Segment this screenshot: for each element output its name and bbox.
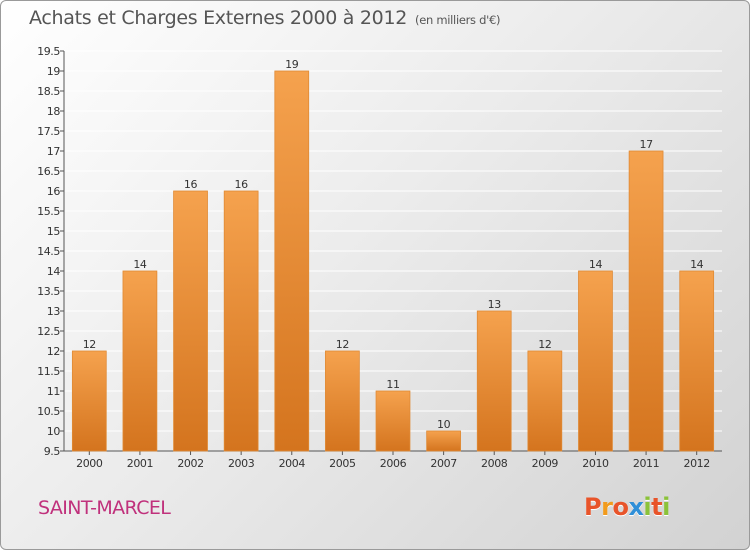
- bar-2011: [628, 150, 664, 452]
- bar-2007: [426, 430, 461, 452]
- x-tick-label: 2010: [582, 457, 609, 470]
- bar-2002: [173, 190, 208, 452]
- x-tick-label: 2002: [177, 457, 203, 470]
- y-tick-label: 17: [47, 145, 61, 158]
- x-tick-label: 2008: [481, 457, 508, 470]
- x-tick-label: 2006: [380, 457, 407, 470]
- x-tick-label: 2001: [127, 457, 153, 470]
- value-label: 14: [589, 258, 603, 271]
- chart-subtitle: (en milliers d'€): [415, 13, 501, 27]
- x-tick-label: 2007: [430, 457, 457, 470]
- value-label: 14: [133, 258, 147, 271]
- y-tick-label: 16: [47, 185, 61, 198]
- bar-2004: [274, 70, 310, 452]
- y-tick-label: 18.5: [37, 85, 60, 98]
- x-tick-label: 2005: [329, 457, 356, 470]
- y-tick-label: 18: [47, 105, 61, 118]
- logo-letter: i: [643, 493, 652, 521]
- y-tick-labels: 9.5 10 10.5 11 11.5 12 12.5 13 13.5 14 14.5 15 15.5 1…: [37, 45, 61, 458]
- y-tick-label: 14: [47, 265, 61, 278]
- x-tick-label: 2009: [532, 457, 559, 470]
- y-tick-label: 17.5: [37, 125, 60, 138]
- bar-2012: [679, 270, 715, 452]
- value-label: 10: [437, 418, 451, 431]
- y-tick-label: 19.5: [37, 45, 60, 58]
- value-label: 13: [488, 298, 502, 311]
- y-tick-label: 12: [47, 345, 60, 358]
- chart-title-text: Achats et Charges Externes 2000 à 2012: [29, 7, 408, 29]
- logo-letter: t: [651, 493, 663, 521]
- y-tick-label: 16.5: [37, 165, 60, 178]
- bar-2008: [476, 310, 512, 452]
- value-label: 14: [690, 258, 704, 271]
- x-tick-label: 2003: [228, 457, 255, 470]
- y-tick-label: 12.5: [37, 325, 60, 338]
- x-tick-label: 2004: [279, 457, 306, 470]
- value-label: 12: [336, 338, 349, 351]
- bar-2010: [578, 270, 613, 452]
- bar-2000: [71, 350, 107, 452]
- bar-2009: [527, 350, 563, 452]
- value-label: 12: [538, 338, 551, 351]
- value-label: 16: [184, 178, 198, 191]
- logo-letter: r: [601, 493, 613, 521]
- value-label: 16: [235, 178, 249, 191]
- y-tick-label: 11: [47, 385, 60, 398]
- x-tick-labels: 2000 2001 2002 2003 2004 2005 2006 2007 2008 2009…: [76, 457, 710, 470]
- bar-2005: [325, 350, 360, 452]
- value-label: 11: [386, 378, 399, 391]
- x-tick-label: 2000: [76, 457, 103, 470]
- bar-2003: [223, 190, 259, 452]
- y-tick-label: 14.5: [37, 245, 60, 258]
- bar-2001: [122, 270, 158, 452]
- y-tick-label: 13.5: [37, 285, 60, 298]
- logo-letter: x: [628, 493, 644, 521]
- x-tick-label: 2012: [683, 457, 709, 470]
- value-labels: 12 14 16 16 19 12 11 10 13 12 14 17 14: [83, 58, 704, 431]
- y-tick-label: 10: [47, 425, 61, 438]
- value-label: 17: [639, 138, 653, 151]
- chart-title: Achats et Charges Externes 2000 à 2012 (e…: [29, 7, 500, 29]
- x-tick-label: 2011: [633, 457, 659, 470]
- logo-letter: i: [662, 493, 670, 521]
- y-tick-label: 13: [47, 305, 61, 318]
- y-tick-label: 15.5: [37, 205, 60, 218]
- logo-letter: o: [612, 493, 629, 521]
- y-tick-label: 11.5: [37, 365, 60, 378]
- y-tick-label: 19: [47, 65, 61, 78]
- bar-2006: [375, 390, 411, 452]
- y-tick-label: 10.5: [37, 405, 60, 418]
- y-tick-label: 9.5: [44, 445, 61, 458]
- value-label: 19: [285, 58, 299, 71]
- proxiti-logo[interactable]: Proxiti: [584, 493, 670, 521]
- bars: [71, 70, 715, 452]
- value-label: 12: [83, 338, 96, 351]
- logo-letter: P: [584, 493, 602, 521]
- city-name: SAINT-MARCEL: [38, 497, 171, 519]
- y-tick-label: 15: [47, 225, 61, 238]
